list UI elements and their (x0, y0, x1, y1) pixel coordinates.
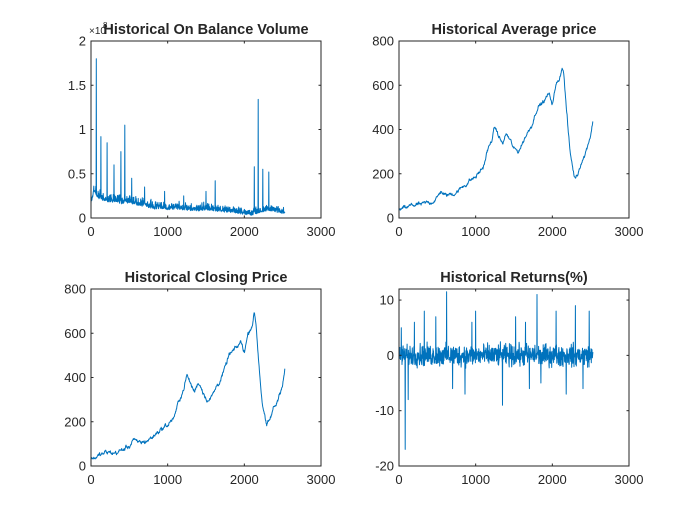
x-tick-label: 3000 (615, 472, 644, 487)
subplot-average-price: 0 1000 2000 3000 0 200 400 600 800 Historical Av… (372, 22, 643, 239)
x-tick-label: 1000 (461, 472, 490, 487)
tick-marks (398, 40, 630, 219)
chart-title: Historical Returns(%) (440, 270, 588, 286)
y-tick-label: 0.5 (68, 166, 86, 181)
y-tick-label: 200 (372, 166, 394, 181)
tick-labels: 0 1000 2000 3000 0 200 400 600 800 (64, 282, 335, 488)
y-tick-label: 600 (64, 326, 86, 341)
x-tick-label: 2000 (538, 224, 567, 239)
tick-labels: 0 1000 2000 3000 -20 -10 0 10 (375, 293, 643, 487)
x-tick-label: 0 (395, 472, 402, 487)
subplot-obv: 0 1000 2000 3000 0 0.5 1 1.5 2 ×10 8 Historical … (68, 21, 336, 239)
x-tick-label: 1000 (461, 224, 490, 239)
x-tick-label: 2000 (230, 224, 259, 239)
subplot-closing-price: 0 1000 2000 3000 0 200 400 600 800 Historical Cl… (64, 270, 335, 487)
x-tick-label: 0 (87, 472, 94, 487)
returns-line (398, 291, 594, 450)
y-tick-label: 600 (372, 78, 394, 93)
y-exponent-base: ×10 (89, 26, 106, 37)
y-tick-label: 2 (79, 34, 86, 49)
y-tick-label: -10 (375, 403, 394, 418)
tick-marks (90, 288, 322, 467)
y-tick-label: 400 (64, 370, 86, 385)
subplot-returns: 0 1000 2000 3000 -20 -10 0 10 Historical Return… (375, 270, 643, 487)
x-tick-label: 0 (87, 224, 94, 239)
plot-area (399, 41, 629, 218)
y-tick-label: 0 (79, 211, 86, 226)
tick-marks (398, 289, 630, 467)
y-tick-label: 0 (387, 211, 394, 226)
y-tick-label: 0 (387, 348, 394, 363)
tick-labels: 0 1000 2000 3000 0 0.5 1 1.5 2 (68, 34, 336, 240)
obv-line (90, 58, 286, 216)
tick-labels: 0 1000 2000 3000 0 200 400 600 800 (372, 34, 643, 240)
y-tick-label: 200 (64, 414, 86, 429)
x-tick-label: 3000 (615, 224, 644, 239)
x-tick-label: 2000 (538, 472, 567, 487)
x-tick-label: 1000 (153, 224, 182, 239)
y-tick-label: 10 (380, 293, 394, 308)
plot-area (91, 41, 321, 218)
y-tick-label: 1 (79, 122, 86, 137)
y-tick-label: 1.5 (68, 78, 86, 93)
y-tick-label: 800 (64, 282, 86, 297)
chart-title: Historical Average price (432, 22, 597, 38)
y-tick-label: -20 (375, 459, 394, 474)
chart-title: Historical Closing Price (125, 270, 288, 286)
x-tick-label: 3000 (307, 224, 336, 239)
x-tick-label: 1000 (153, 472, 182, 487)
y-tick-label: 400 (372, 122, 394, 137)
plot-area (91, 289, 321, 466)
x-tick-label: 2000 (230, 472, 259, 487)
chart-title: Historical On Balance Volume (103, 22, 308, 38)
y-tick-label: 0 (79, 459, 86, 474)
y-tick-label: 800 (372, 34, 394, 49)
x-tick-label: 0 (395, 224, 402, 239)
x-tick-label: 3000 (307, 472, 336, 487)
tick-marks (90, 40, 322, 219)
closing-price-line (90, 312, 286, 460)
y-exponent-power: 8 (103, 21, 108, 30)
average-price-line (398, 67, 594, 211)
plot-area (399, 289, 629, 466)
